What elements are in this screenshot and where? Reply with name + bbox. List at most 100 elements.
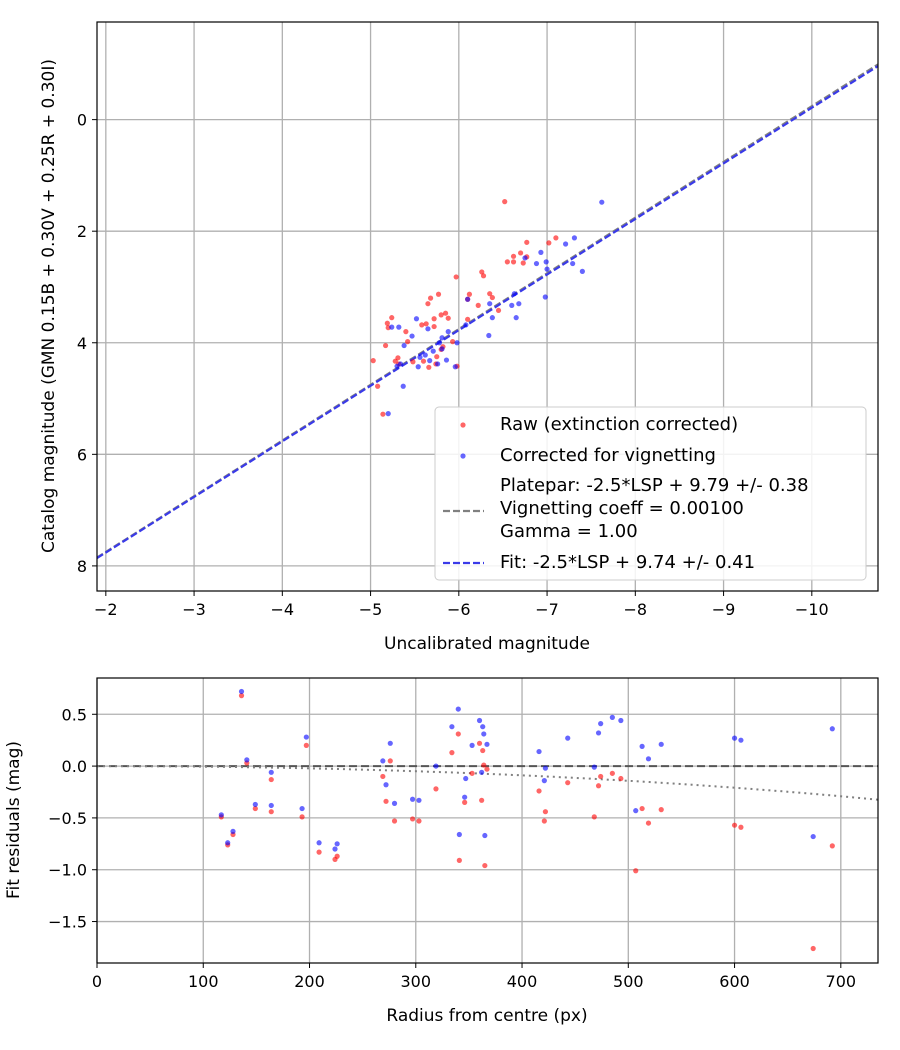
bot-point-series-0 <box>433 786 439 792</box>
bot-point-series-1 <box>484 741 490 747</box>
bot-point-series-0 <box>476 740 483 746</box>
top-x-tick-label: −4 <box>271 600 295 619</box>
top-point-series-0 <box>380 411 386 417</box>
bot-point-series-1 <box>409 796 416 802</box>
top-point-series-0 <box>427 295 434 301</box>
bot-point-series-1 <box>598 721 604 727</box>
top-point-series-0 <box>450 339 456 345</box>
top-point-series-0 <box>389 315 395 321</box>
bot-point-series-1 <box>456 831 462 838</box>
bot-point-series-0 <box>416 818 422 824</box>
bot-point-series-1 <box>299 805 305 812</box>
top-point-series-1 <box>513 315 519 321</box>
top-point-series-1 <box>563 241 569 247</box>
top-point-series-1 <box>389 324 395 330</box>
bot-point-series-1 <box>645 756 652 762</box>
bot-y-tick-label: −0.5 <box>48 809 87 828</box>
top-legend: Raw (extinction corrected) Corrected for… <box>434 406 867 581</box>
top-point-series-1 <box>409 333 415 339</box>
bot-point-series-0 <box>541 818 547 824</box>
top-y-axis-label: Catalog magnitude (GMN 0.15B + 0.30V + 0… <box>39 59 59 553</box>
top-point-series-0 <box>546 240 552 246</box>
bot-point-series-0 <box>738 824 744 830</box>
bot-x-tick-label: 200 <box>294 972 325 991</box>
top-chart: −2 −3 −4 −5 −6 −7 −8 −9 −10 0 2 4 6 8 Uncalibrated m… <box>39 21 879 654</box>
bot-point-series-0 <box>480 747 486 754</box>
bottom-x-axis-label: Radius from centre (px) <box>386 1006 587 1026</box>
bot-point-series-0 <box>810 945 816 952</box>
top-point-series-0 <box>445 315 451 321</box>
bot-point-series-1 <box>433 763 439 769</box>
bot-point-series-0 <box>542 809 549 815</box>
bot-point-series-0 <box>238 693 245 699</box>
top-point-series-0 <box>479 269 485 275</box>
bot-point-series-1 <box>481 731 487 737</box>
top-point-series-0 <box>423 321 429 327</box>
bot-point-series-1 <box>591 764 597 770</box>
top-x-axis-label: Uncalibrated magnitude <box>384 634 590 654</box>
bot-point-series-0 <box>252 805 258 812</box>
top-point-series-1 <box>394 363 400 369</box>
bot-point-series-0 <box>731 822 738 828</box>
top-point-series-1 <box>454 340 460 346</box>
top-point-series-1 <box>430 348 436 354</box>
top-point-series-0 <box>425 301 431 307</box>
bot-point-series-0 <box>481 762 487 768</box>
bot-point-series-0 <box>316 849 322 855</box>
top-point-series-0 <box>504 259 510 265</box>
bot-point-series-1 <box>225 840 231 846</box>
bot-point-series-1 <box>542 765 549 771</box>
top-point-series-0 <box>502 199 508 205</box>
top-point-series-1 <box>571 235 578 241</box>
top-point-series-0 <box>510 259 517 265</box>
bot-point-series-1 <box>536 748 542 755</box>
top-point-series-0 <box>431 323 437 330</box>
top-point-series-1 <box>385 411 391 417</box>
bot-x-tick-label: 100 <box>188 972 219 991</box>
bot-point-series-1 <box>595 730 602 736</box>
bot-x-tick-label: 500 <box>613 972 644 991</box>
top-point-series-0 <box>510 253 517 259</box>
bot-point-series-0 <box>829 843 835 849</box>
bot-point-series-1 <box>380 758 386 764</box>
top-point-series-0 <box>419 322 425 328</box>
top-x-tick-label: −6 <box>447 600 471 619</box>
legend-label-fit: Fit: -2.5*LSP + 9.74 +/- 0.41 <box>500 552 755 573</box>
top-point-series-1 <box>443 357 450 363</box>
legend-label-corrected: Corrected for vignetting <box>500 445 716 466</box>
bot-point-series-1 <box>482 832 488 839</box>
bot-y-tick-label: −1.0 <box>48 861 87 880</box>
bot-point-series-0 <box>565 780 571 786</box>
bot-point-series-1 <box>391 800 398 807</box>
bot-point-series-0 <box>598 773 604 780</box>
bot-point-series-0 <box>633 868 639 874</box>
legend-marker-raw <box>460 422 466 428</box>
bot-point-series-0 <box>591 814 597 820</box>
bottom-chart: 0 100 200 300 400 500 600 700 0.5 0.0 −0.5 −1.0 −1.… <box>4 677 879 1026</box>
bot-point-series-1 <box>469 742 475 748</box>
bot-point-series-1 <box>658 741 664 747</box>
top-point-series-0 <box>524 239 530 245</box>
top-point-series-1 <box>427 358 433 364</box>
bot-point-series-0 <box>449 750 455 756</box>
bot-point-series-0 <box>380 773 386 780</box>
legend-label-platepar-1: Platepar: -2.5*LSP + 9.79 +/- 0.38 <box>500 475 809 496</box>
bot-point-series-0 <box>455 731 461 737</box>
bot-point-series-1 <box>480 724 486 730</box>
bot-point-series-1 <box>268 802 274 809</box>
top-point-series-1 <box>599 199 605 205</box>
bot-y-tick-label: 0.0 <box>62 757 87 776</box>
top-point-series-1 <box>425 326 431 332</box>
top-point-series-1 <box>396 324 402 330</box>
top-point-series-1 <box>439 346 445 352</box>
bot-point-series-1 <box>731 735 738 741</box>
bot-y-tick-label: −1.5 <box>48 913 87 932</box>
top-point-series-1 <box>435 361 441 367</box>
bot-point-series-1 <box>541 778 547 784</box>
top-point-series-1 <box>516 301 522 307</box>
bot-point-series-0 <box>334 853 340 859</box>
bot-point-series-0 <box>645 820 652 826</box>
bot-point-series-0 <box>391 818 398 824</box>
bot-point-series-1 <box>476 717 483 724</box>
bot-point-series-1 <box>565 735 571 741</box>
